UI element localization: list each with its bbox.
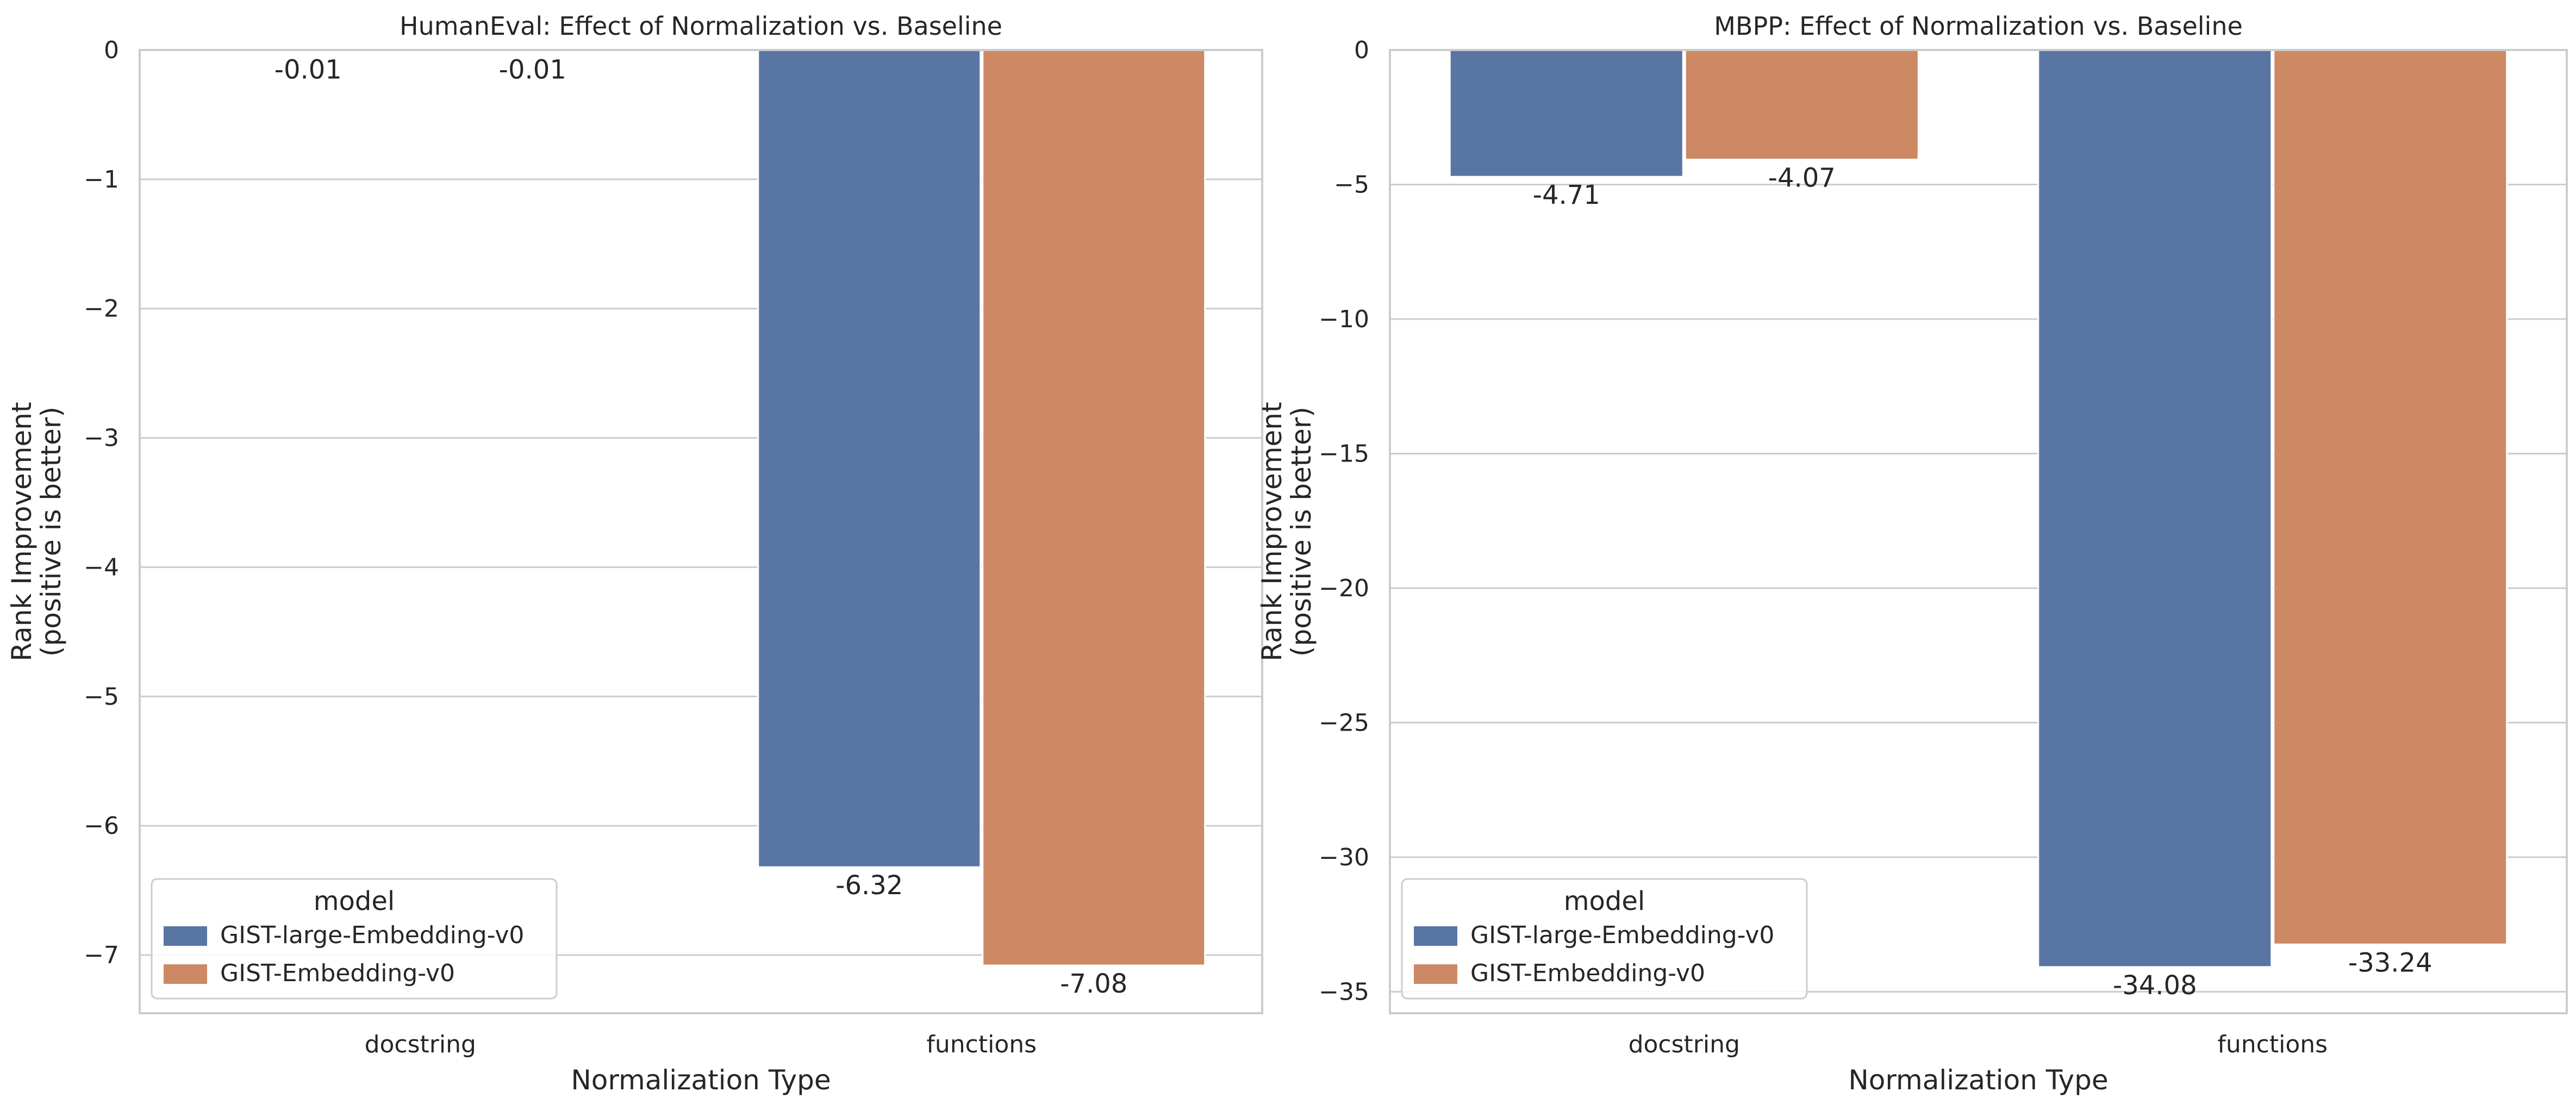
y-tick-label: −5 <box>1334 171 1369 198</box>
legend-box <box>151 878 558 1000</box>
bar <box>982 49 1206 966</box>
legend-entry: GIST-large-Embedding-v0 <box>220 921 524 949</box>
plot-frame <box>1389 49 2568 1014</box>
y-axis-label-line: (positive is better) <box>35 407 67 657</box>
x-tick-label: functions <box>926 1031 1037 1058</box>
legend-swatch <box>164 926 207 946</box>
x-tick-label: docstring <box>1629 1031 1740 1058</box>
chart-panel-1: HumanEval: Effect of Normalization vs. B… <box>6 11 1263 1096</box>
y-tick-label: −2 <box>84 295 119 323</box>
y-tick-label: 0 <box>1354 36 1369 64</box>
y-tick-label: −25 <box>1319 709 1369 737</box>
y-tick-label: −35 <box>1319 978 1369 1006</box>
data-label: -34.08 <box>2113 970 2197 1001</box>
y-tick-label: −15 <box>1319 440 1369 467</box>
legend-entry: GIST-Embedding-v0 <box>1470 959 1705 987</box>
x-tick-label: docstring <box>365 1031 476 1058</box>
legend-title: model <box>314 886 395 916</box>
data-label: -0.01 <box>499 54 566 85</box>
data-label: -4.71 <box>1533 180 1600 210</box>
y-tick-label: −20 <box>1319 575 1369 602</box>
y-axis-label-line: (positive is better) <box>1286 407 1317 657</box>
y-tick-label: −1 <box>84 166 119 194</box>
bar <box>2037 49 2273 968</box>
legend-box <box>1401 878 1808 1000</box>
chart-title: MBPP: Effect of Normalization vs. Baseli… <box>1714 11 2243 41</box>
data-label: -4.07 <box>1768 163 1836 193</box>
legend-entry: GIST-large-Embedding-v0 <box>1470 921 1774 949</box>
y-tick-label: 0 <box>104 36 119 64</box>
legend-title: model <box>1564 886 1645 916</box>
y-tick-label: −3 <box>84 425 119 452</box>
x-tick-label: functions <box>2217 1031 2328 1058</box>
data-label: -6.32 <box>835 870 903 901</box>
y-tick-label: −5 <box>84 683 119 710</box>
legend-swatch <box>1414 964 1457 984</box>
legend-swatch <box>164 964 207 984</box>
y-tick-label: −30 <box>1319 844 1369 871</box>
legend: model GIST-large-Embedding-v0 GIST-Embeddi… <box>151 878 558 1000</box>
data-label: -33.24 <box>2348 947 2432 978</box>
y-axis-label-line: Rank Improvement <box>1256 402 1288 661</box>
x-axis-label: Normalization Type <box>1848 1064 2108 1096</box>
plot-frame <box>139 49 1263 1014</box>
bar <box>2273 49 2508 945</box>
chart-panel-2: MBPP: Effect of Normalization vs. Baseli… <box>1256 11 2568 1096</box>
y-tick-label: −6 <box>84 812 119 840</box>
y-tick-label: −4 <box>84 553 119 581</box>
bar <box>757 49 982 868</box>
y-axis-label: Rank Improvement(positive is better) <box>6 402 67 661</box>
legend: model GIST-large-Embedding-v0 GIST-Embeddi… <box>1401 878 1808 1000</box>
legend-entry: GIST-Embedding-v0 <box>220 959 455 987</box>
y-axis-label: Rank Improvement(positive is better) <box>1256 402 1317 661</box>
data-label: -7.08 <box>1060 969 1127 999</box>
data-label: -0.01 <box>275 54 342 85</box>
bar <box>1449 49 1684 178</box>
legend-swatch <box>1414 926 1457 946</box>
y-tick-label: −10 <box>1319 305 1369 333</box>
bar <box>1684 49 1919 160</box>
y-axis-label-line: Rank Improvement <box>6 402 38 661</box>
y-tick-label: −7 <box>84 941 119 969</box>
chart-title: HumanEval: Effect of Normalization vs. B… <box>400 11 1002 41</box>
x-axis-label: Normalization Type <box>571 1064 831 1096</box>
